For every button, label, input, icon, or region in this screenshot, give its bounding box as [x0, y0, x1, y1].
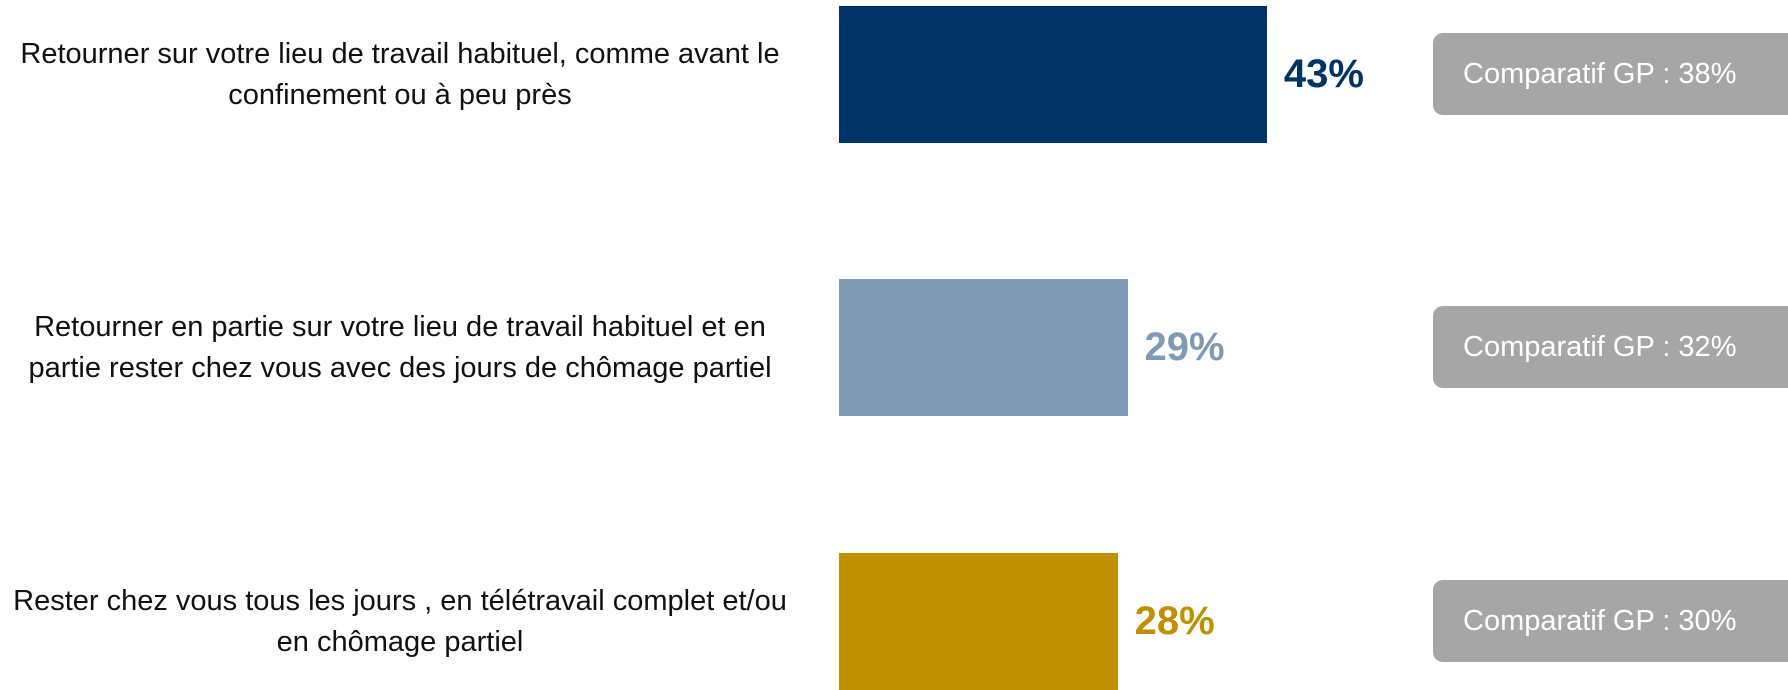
bar [839, 6, 1267, 143]
comparison-badge: Comparatif GP : 38% [1433, 33, 1788, 115]
comparison-badge: Comparatif GP : 30% [1433, 580, 1788, 662]
bar-row: Retourner sur votre lieu de travail habi… [0, 6, 1788, 143]
bar-row: Rester chez vous tous les jours , en tél… [0, 553, 1788, 690]
category-label: Retourner en partie sur votre lieu de tr… [28, 310, 772, 384]
category-label-box: Retourner en partie sur votre lieu de tr… [0, 279, 795, 416]
comparison-badge: Comparatif GP : 32% [1433, 306, 1788, 388]
value-label: 29% [1144, 325, 1225, 369]
bar [839, 279, 1128, 416]
category-label-box: Rester chez vous tous les jours , en tél… [0, 553, 795, 690]
value-label: 28% [1134, 599, 1215, 643]
category-label: Rester chez vous tous les jours , en tél… [13, 584, 787, 658]
category-label-box: Retourner sur votre lieu de travail habi… [0, 6, 795, 143]
bar-row: Retourner en partie sur votre lieu de tr… [0, 279, 1788, 416]
bar [839, 553, 1118, 690]
category-label: Retourner sur votre lieu de travail habi… [20, 37, 780, 111]
value-label: 43% [1283, 52, 1364, 96]
